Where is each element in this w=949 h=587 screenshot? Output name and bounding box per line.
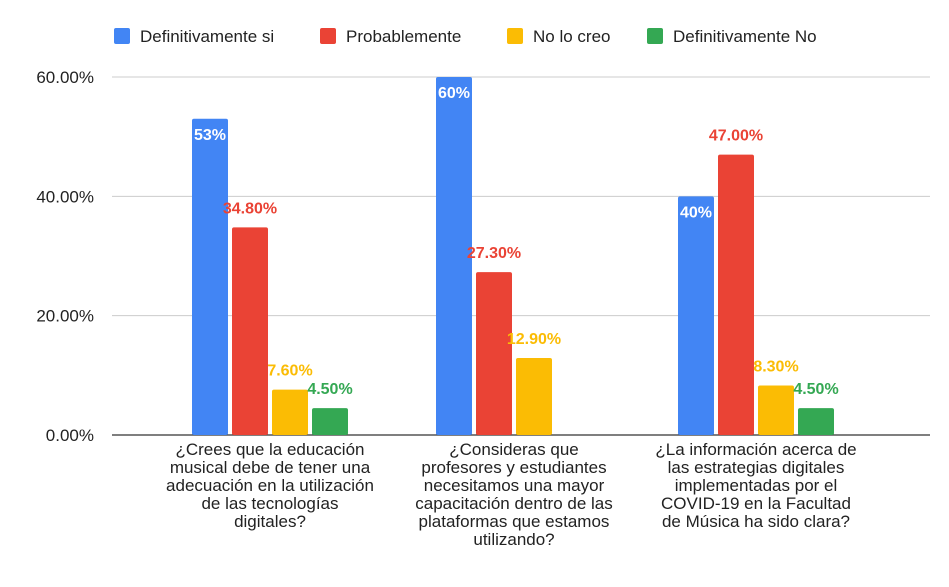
category-label: de las tecnologías [201, 494, 338, 513]
category-label: las estrategias digitales [668, 458, 845, 477]
category-label: de Música ha sido clara? [662, 512, 850, 531]
bar [192, 118, 228, 436]
bar [678, 196, 714, 435]
category-label: ¿Consideras que [449, 440, 578, 459]
bar [798, 408, 834, 435]
category-label: adecuación en la utilización [166, 476, 374, 495]
category-label: utilizando? [473, 530, 554, 549]
category-label: ¿Crees que la educación [175, 440, 364, 459]
category-label: musical debe de tener una [170, 458, 371, 477]
legend-swatch [507, 28, 523, 44]
data-label: 40% [680, 204, 712, 221]
y-tick-label: 0.00% [46, 426, 94, 445]
bar [516, 358, 552, 435]
legend-swatch [320, 28, 336, 44]
bar [436, 77, 472, 435]
data-label: 47.00% [709, 128, 763, 145]
legend-label: No lo creo [533, 27, 610, 46]
bar [758, 385, 794, 435]
category-label: capacitación dentro de las [415, 494, 613, 513]
data-label: 60% [438, 85, 470, 102]
category-label: digitales? [234, 512, 306, 531]
category-label: implementadas por el [675, 476, 838, 495]
category-label: necesitamos una mayor [424, 476, 605, 495]
legend-swatch [114, 28, 130, 44]
category-label: profesores y estudiantes [421, 458, 606, 477]
data-label: 34.80% [223, 200, 277, 217]
category-label: COVID-19 en la Facultad [661, 494, 851, 513]
data-label: 12.90% [507, 331, 561, 348]
category-label: plataformas que estamos [419, 512, 610, 531]
data-label: 27.30% [467, 245, 521, 262]
data-label: 4.50% [793, 381, 838, 398]
bar [312, 408, 348, 435]
data-label: 4.50% [307, 381, 352, 398]
bar [718, 154, 754, 436]
bar [476, 272, 512, 435]
data-label: 7.60% [267, 363, 312, 380]
legend-label: Definitivamente No [673, 27, 817, 46]
bar [272, 389, 308, 435]
y-tick-label: 60.00% [36, 68, 94, 87]
data-label: 53% [194, 127, 226, 144]
data-label: 8.30% [753, 358, 798, 375]
legend-label: Probablemente [346, 27, 461, 46]
legend-label: Definitivamente si [140, 27, 274, 46]
y-tick-label: 20.00% [36, 307, 94, 326]
bar [232, 227, 268, 435]
category-label: ¿La información acerca de [655, 440, 856, 459]
y-tick-label: 40.00% [36, 187, 94, 206]
legend-swatch [647, 28, 663, 44]
